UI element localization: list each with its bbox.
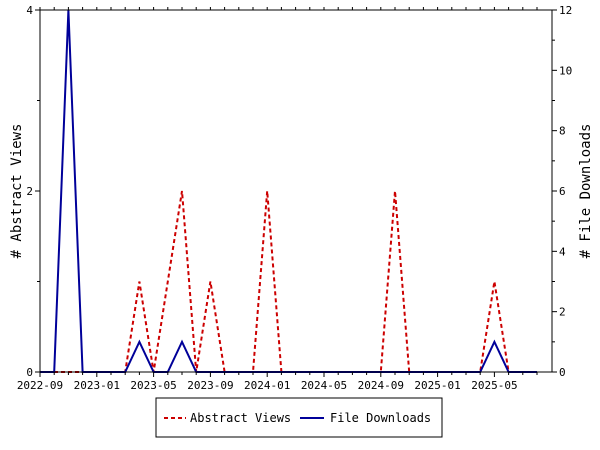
y-right-tick-label: 10	[559, 64, 572, 77]
x-tick-label: 2023-05	[130, 379, 176, 392]
series-line-file-downloads	[40, 9, 537, 373]
y-axis-right-title: # File Downloads	[578, 124, 594, 259]
y-left-tick-label: 2	[26, 185, 33, 198]
series-line-abstract-views	[40, 190, 537, 373]
legend-label-file-downloads: File Downloads	[330, 411, 431, 425]
series-layer	[40, 9, 537, 373]
y-left-tick-label: 0	[26, 366, 33, 379]
x-tick-label: 2022-09	[17, 379, 63, 392]
legend: Abstract Views File Downloads	[155, 397, 443, 438]
y-right-tick-label: 0	[559, 366, 566, 379]
y-axis-right: 0 2 4 6 8 10 12	[552, 4, 572, 379]
y-right-tick-label: 4	[559, 245, 566, 258]
legend-box	[155, 397, 443, 438]
legend-label-abstract-views: Abstract Views	[190, 411, 291, 425]
y-axis-left: 0 2 4	[26, 4, 40, 379]
x-tick-label: 2024-09	[358, 379, 404, 392]
y-left-tick-label: 4	[26, 4, 33, 17]
y-right-tick-label: 6	[559, 185, 566, 198]
plot-frame	[39, 9, 553, 373]
y-right-tick-label: 2	[559, 306, 566, 319]
y-axis-left-title: # Abstract Views	[9, 124, 25, 259]
x-tick-label: 2024-01	[244, 379, 290, 392]
x-tick-label: 2023-01	[74, 379, 120, 392]
y-right-tick-label: 8	[559, 125, 566, 138]
x-tick-label: 2025-01	[414, 379, 460, 392]
y-right-tick-label: 12	[559, 4, 572, 17]
x-tick-label: 2024-05	[301, 379, 347, 392]
x-tick-label: 2023-09	[187, 379, 233, 392]
x-tick-label: 2025-05	[471, 379, 517, 392]
x-axis: 2022-09 2023-01 2023-05 2023-09 2024-01 2024-…	[17, 7, 538, 392]
